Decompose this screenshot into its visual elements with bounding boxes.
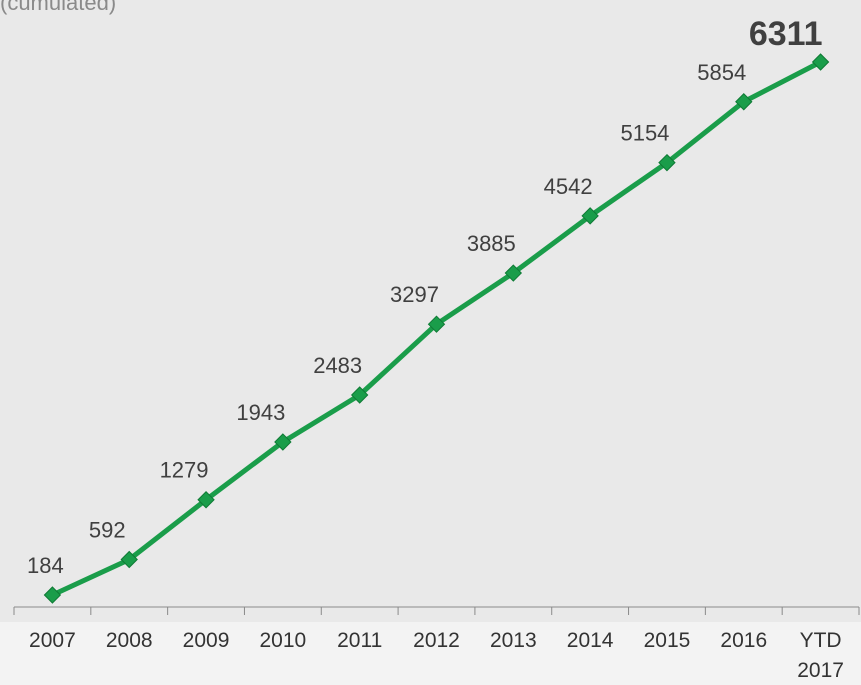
x-tick-label: 2012 bbox=[413, 629, 460, 652]
x-tick-label: 2007 bbox=[29, 629, 76, 652]
data-point-marker bbox=[274, 433, 292, 451]
data-point-marker bbox=[427, 315, 446, 333]
data-label: 184 bbox=[27, 553, 64, 578]
x-tick-label: YTD bbox=[800, 629, 842, 652]
data-point-marker bbox=[120, 550, 138, 569]
data-label: 1943 bbox=[236, 400, 285, 425]
x-tick-label: 2016 bbox=[720, 629, 767, 652]
data-label: 3297 bbox=[390, 282, 439, 307]
data-point-marker bbox=[197, 491, 215, 509]
data-point-marker bbox=[658, 153, 676, 172]
footer-band bbox=[0, 622, 861, 685]
data-point-marker bbox=[581, 207, 599, 225]
data-point-marker bbox=[350, 386, 369, 404]
data-point-marker bbox=[43, 586, 62, 604]
data-label: 592 bbox=[89, 518, 126, 543]
x-tick-label: 2017 bbox=[797, 659, 844, 682]
x-tick-label: 2014 bbox=[567, 629, 614, 652]
x-tick-label: 2013 bbox=[490, 629, 537, 652]
x-tick-label: 2008 bbox=[106, 629, 153, 652]
data-label: 6311 bbox=[749, 15, 823, 53]
data-point-marker bbox=[811, 53, 830, 71]
data-label: 4542 bbox=[544, 174, 593, 199]
data-label: 1279 bbox=[160, 458, 209, 483]
data-label: 3885 bbox=[467, 231, 516, 256]
data-label: 2483 bbox=[313, 353, 362, 378]
x-tick-label: 2010 bbox=[260, 629, 307, 652]
data-label: 5154 bbox=[620, 121, 669, 146]
data-label: 5854 bbox=[697, 60, 746, 85]
x-tick-label: 2015 bbox=[644, 629, 691, 652]
chart-subtitle: (cumulated) bbox=[0, 0, 117, 15]
x-tick-label: 2009 bbox=[183, 629, 230, 652]
data-point-marker bbox=[735, 93, 753, 111]
data-point-marker bbox=[504, 264, 523, 282]
x-tick-label: 2011 bbox=[337, 629, 382, 652]
